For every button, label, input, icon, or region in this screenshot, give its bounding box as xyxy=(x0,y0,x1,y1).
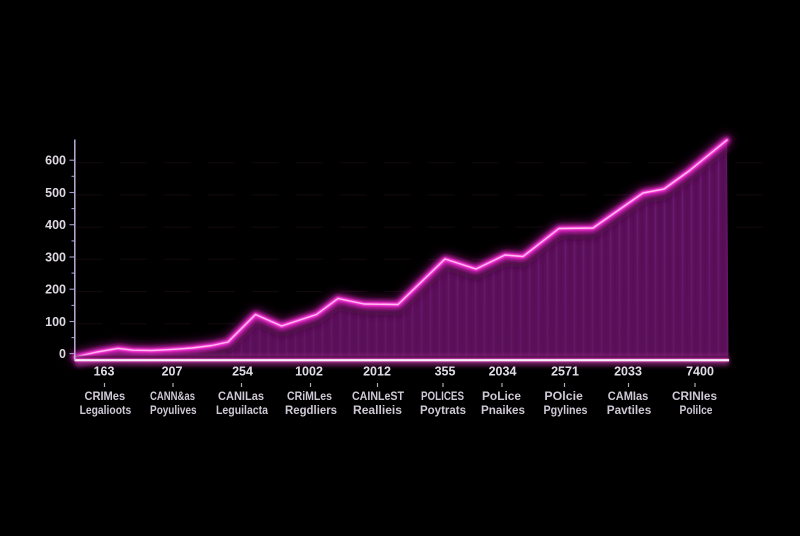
svg-text:2033: 2033 xyxy=(614,365,642,379)
svg-text:Leguilacta: Leguilacta xyxy=(216,405,269,417)
svg-text:CAMIas: CAMIas xyxy=(608,391,649,403)
svg-text:Poyulives: Poyulives xyxy=(150,405,197,417)
svg-text:254: 254 xyxy=(232,365,253,379)
svg-text:POlcie: POlcie xyxy=(544,391,583,403)
svg-text:0: 0 xyxy=(59,347,66,361)
svg-text:1002: 1002 xyxy=(295,365,323,379)
svg-text:PoLice: PoLice xyxy=(482,391,521,403)
svg-text:2571: 2571 xyxy=(551,365,579,379)
svg-text:600: 600 xyxy=(45,154,66,168)
svg-text:200: 200 xyxy=(45,283,66,297)
svg-text:POLICES: POLICES xyxy=(421,391,464,403)
svg-text:2012: 2012 xyxy=(363,365,391,379)
svg-text:355: 355 xyxy=(435,365,456,379)
svg-text:500: 500 xyxy=(45,186,66,200)
svg-text:CRINIes: CRINIes xyxy=(672,391,717,403)
svg-text:CRiMLes: CRiMLes xyxy=(287,391,332,403)
svg-text:2034: 2034 xyxy=(489,365,517,379)
svg-text:100: 100 xyxy=(45,315,66,329)
svg-text:7400: 7400 xyxy=(686,365,714,379)
svg-text:163: 163 xyxy=(94,365,115,379)
svg-text:Legalioots: Legalioots xyxy=(80,405,132,417)
svg-text:Polilce: Polilce xyxy=(680,405,713,417)
svg-text:400: 400 xyxy=(45,218,66,232)
svg-text:CAINLeST: CAINLeST xyxy=(352,391,404,403)
svg-text:Reallieis: Reallieis xyxy=(353,405,402,417)
svg-text:CANILas: CANILas xyxy=(218,391,264,403)
svg-text:CRIMes: CRIMes xyxy=(84,391,125,403)
svg-text:300: 300 xyxy=(45,251,66,265)
svg-text:Regdliers: Regdliers xyxy=(285,405,337,417)
svg-text:Pnaikes: Pnaikes xyxy=(481,405,525,417)
svg-text:CANN&as: CANN&as xyxy=(150,391,195,403)
svg-text:Poytrats: Poytrats xyxy=(420,405,466,417)
svg-text:Pavtiles: Pavtiles xyxy=(607,405,652,417)
svg-text:Pgylines: Pgylines xyxy=(544,405,588,417)
svg-text:207: 207 xyxy=(162,365,183,379)
